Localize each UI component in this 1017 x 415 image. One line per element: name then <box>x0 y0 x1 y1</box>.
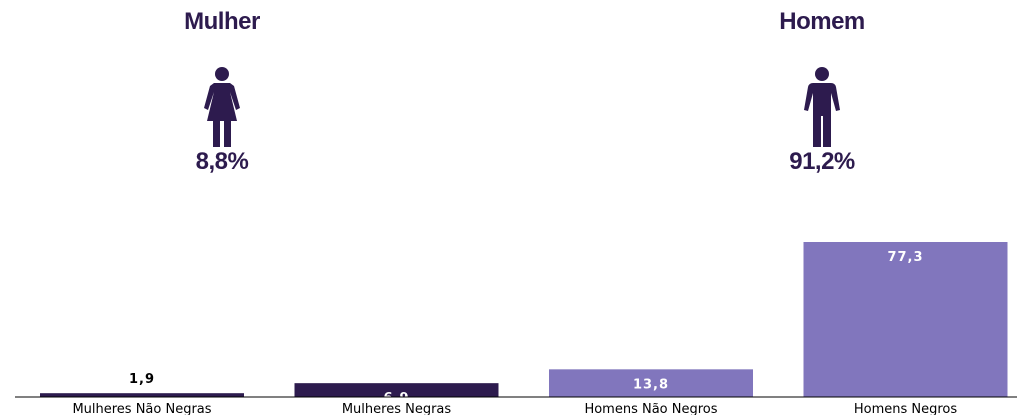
bar-value-label: 1,9 <box>129 372 155 387</box>
bar <box>803 242 1008 397</box>
bar <box>549 369 753 397</box>
bar <box>294 383 499 397</box>
male-percent: 91,2% <box>789 148 855 175</box>
female-percent: 8,8% <box>195 148 249 175</box>
male-title: Homem <box>779 8 865 35</box>
man-icon <box>804 67 840 147</box>
bar <box>40 393 244 397</box>
bar-value-label: 6,9 <box>383 391 409 406</box>
category-label: Mulheres Não Negras <box>72 402 211 415</box>
bar-value-label: 77,3 <box>887 250 923 265</box>
category-label: Homens Não Negros <box>584 402 717 415</box>
bar-value-label: 13,8 <box>633 377 669 392</box>
female-title: Mulher <box>184 8 260 35</box>
category-label: Mulheres Negras <box>342 402 452 415</box>
woman-icon <box>204 67 240 147</box>
category-label: Homens Negros <box>854 402 958 415</box>
